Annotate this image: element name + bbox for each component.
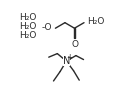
Text: H₂O: H₂O [19, 31, 37, 40]
Text: H₂O: H₂O [87, 17, 104, 26]
Text: +: + [66, 53, 73, 62]
Text: H₂O: H₂O [19, 22, 37, 31]
Text: O: O [71, 40, 78, 49]
Text: N: N [63, 56, 70, 66]
Text: H₂O: H₂O [19, 13, 37, 22]
Text: -O: -O [42, 23, 52, 32]
